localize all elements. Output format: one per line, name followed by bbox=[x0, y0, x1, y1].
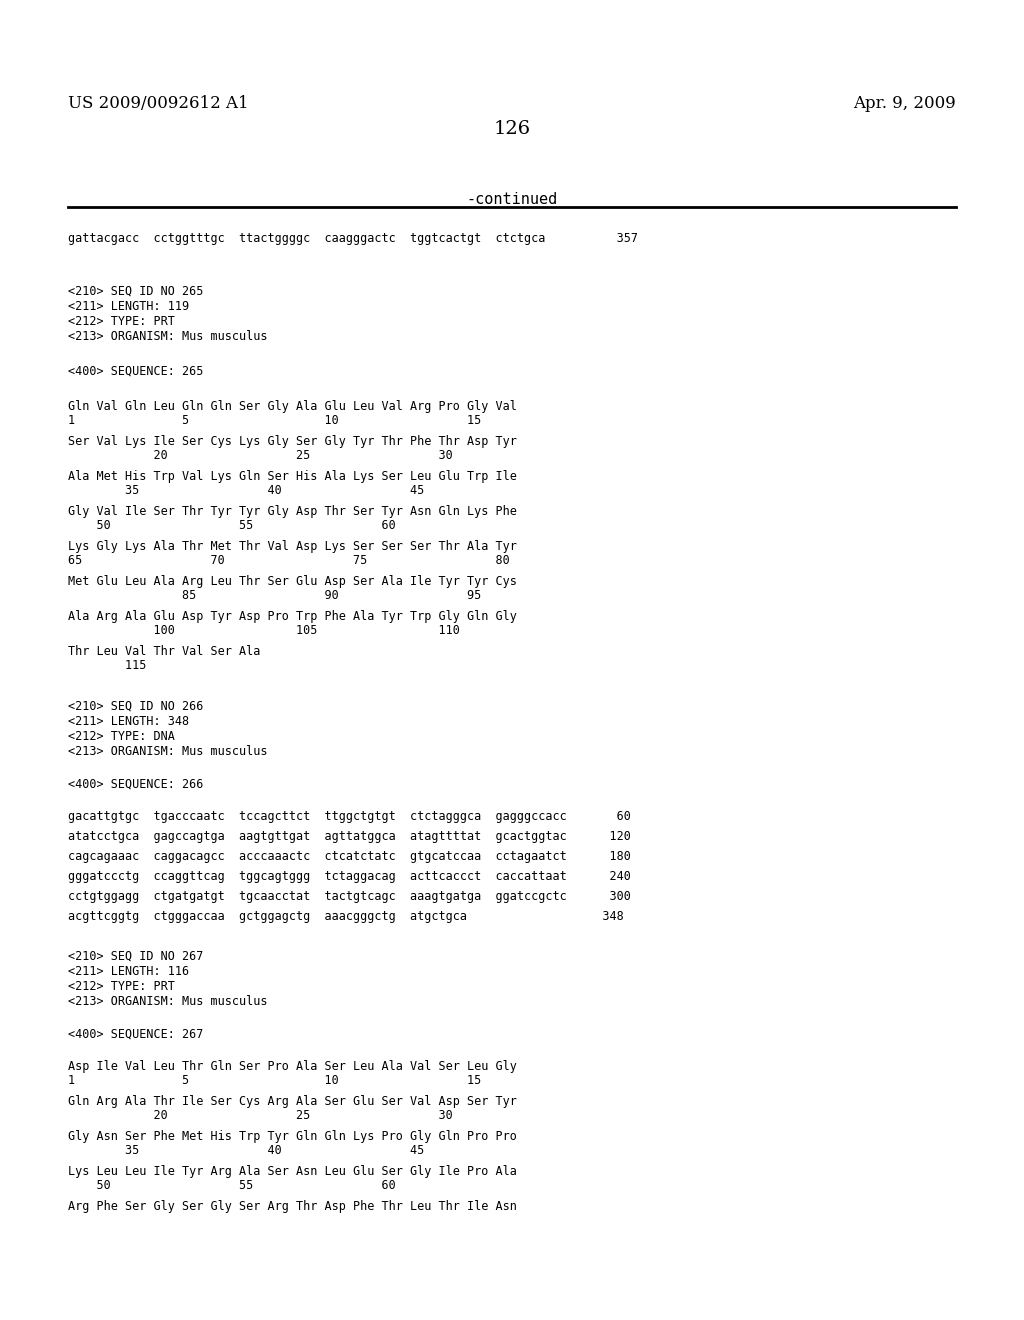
Text: <210> SEQ ID NO 267: <210> SEQ ID NO 267 bbox=[68, 950, 204, 964]
Text: Gln Arg Ala Thr Ile Ser Cys Arg Ala Ser Glu Ser Val Asp Ser Tyr: Gln Arg Ala Thr Ile Ser Cys Arg Ala Ser … bbox=[68, 1096, 517, 1107]
Text: 100                 105                 110: 100 105 110 bbox=[68, 624, 460, 638]
Text: Met Glu Leu Ala Arg Leu Thr Ser Glu Asp Ser Ala Ile Tyr Tyr Cys: Met Glu Leu Ala Arg Leu Thr Ser Glu Asp … bbox=[68, 576, 517, 587]
Text: 115: 115 bbox=[68, 659, 146, 672]
Text: cagcagaaac  caggacagcc  acccaaactc  ctcatctatc  gtgcatccaa  cctagaatct      180: cagcagaaac caggacagcc acccaaactc ctcatct… bbox=[68, 850, 631, 863]
Text: 126: 126 bbox=[494, 120, 530, 139]
Text: Ser Val Lys Ile Ser Cys Lys Gly Ser Gly Tyr Thr Phe Thr Asp Tyr: Ser Val Lys Ile Ser Cys Lys Gly Ser Gly … bbox=[68, 436, 517, 447]
Text: 1               5                   10                  15: 1 5 10 15 bbox=[68, 1074, 481, 1086]
Text: <213> ORGANISM: Mus musculus: <213> ORGANISM: Mus musculus bbox=[68, 330, 267, 343]
Text: <400> SEQUENCE: 265: <400> SEQUENCE: 265 bbox=[68, 366, 204, 378]
Text: <210> SEQ ID NO 266: <210> SEQ ID NO 266 bbox=[68, 700, 204, 713]
Text: 35                  40                  45: 35 40 45 bbox=[68, 1144, 424, 1158]
Text: Lys Leu Leu Ile Tyr Arg Ala Ser Asn Leu Glu Ser Gly Ile Pro Ala: Lys Leu Leu Ile Tyr Arg Ala Ser Asn Leu … bbox=[68, 1166, 517, 1177]
Text: gacattgtgc  tgacccaatc  tccagcttct  ttggctgtgt  ctctagggca  gagggccacc       60: gacattgtgc tgacccaatc tccagcttct ttggctg… bbox=[68, 810, 631, 822]
Text: 65                  70                  75                  80: 65 70 75 80 bbox=[68, 554, 510, 568]
Text: 50                  55                  60: 50 55 60 bbox=[68, 1179, 395, 1192]
Text: <211> LENGTH: 119: <211> LENGTH: 119 bbox=[68, 300, 189, 313]
Text: <400> SEQUENCE: 266: <400> SEQUENCE: 266 bbox=[68, 777, 204, 791]
Text: 20                  25                  30: 20 25 30 bbox=[68, 449, 453, 462]
Text: Ala Arg Ala Glu Asp Tyr Asp Pro Trp Phe Ala Tyr Trp Gly Gln Gly: Ala Arg Ala Glu Asp Tyr Asp Pro Trp Phe … bbox=[68, 610, 517, 623]
Text: Gln Val Gln Leu Gln Gln Ser Gly Ala Glu Leu Val Arg Pro Gly Val: Gln Val Gln Leu Gln Gln Ser Gly Ala Glu … bbox=[68, 400, 517, 413]
Text: Gly Asn Ser Phe Met His Trp Tyr Gln Gln Lys Pro Gly Gln Pro Pro: Gly Asn Ser Phe Met His Trp Tyr Gln Gln … bbox=[68, 1130, 517, 1143]
Text: 20                  25                  30: 20 25 30 bbox=[68, 1109, 453, 1122]
Text: <212> TYPE: PRT: <212> TYPE: PRT bbox=[68, 315, 175, 327]
Text: Apr. 9, 2009: Apr. 9, 2009 bbox=[853, 95, 956, 112]
Text: Ala Met His Trp Val Lys Gln Ser His Ala Lys Ser Leu Glu Trp Ile: Ala Met His Trp Val Lys Gln Ser His Ala … bbox=[68, 470, 517, 483]
Text: 35                  40                  45: 35 40 45 bbox=[68, 484, 424, 498]
Text: gattacgacc  cctggtttgc  ttactggggc  caagggactc  tggtcactgt  ctctgca          357: gattacgacc cctggtttgc ttactggggc caaggga… bbox=[68, 232, 638, 246]
Text: atatcctgca  gagccagtga  aagtgttgat  agttatggca  atagttttat  gcactggtac      120: atatcctgca gagccagtga aagtgttgat agttatg… bbox=[68, 830, 631, 843]
Text: Thr Leu Val Thr Val Ser Ala: Thr Leu Val Thr Val Ser Ala bbox=[68, 645, 260, 657]
Text: 50                  55                  60: 50 55 60 bbox=[68, 519, 395, 532]
Text: 85                  90                  95: 85 90 95 bbox=[68, 589, 481, 602]
Text: Lys Gly Lys Ala Thr Met Thr Val Asp Lys Ser Ser Ser Thr Ala Tyr: Lys Gly Lys Ala Thr Met Thr Val Asp Lys … bbox=[68, 540, 517, 553]
Text: gggatccctg  ccaggttcag  tggcagtggg  tctaggacag  acttcaccct  caccattaat      240: gggatccctg ccaggttcag tggcagtggg tctagga… bbox=[68, 870, 631, 883]
Text: <211> LENGTH: 116: <211> LENGTH: 116 bbox=[68, 965, 189, 978]
Text: 1               5                   10                  15: 1 5 10 15 bbox=[68, 414, 481, 426]
Text: -continued: -continued bbox=[466, 191, 558, 207]
Text: US 2009/0092612 A1: US 2009/0092612 A1 bbox=[68, 95, 249, 112]
Text: cctgtggagg  ctgatgatgt  tgcaacctat  tactgtcagc  aaagtgatga  ggatccgctc      300: cctgtggagg ctgatgatgt tgcaacctat tactgtc… bbox=[68, 890, 631, 903]
Text: <213> ORGANISM: Mus musculus: <213> ORGANISM: Mus musculus bbox=[68, 744, 267, 758]
Text: <213> ORGANISM: Mus musculus: <213> ORGANISM: Mus musculus bbox=[68, 995, 267, 1008]
Text: Arg Phe Ser Gly Ser Gly Ser Arg Thr Asp Phe Thr Leu Thr Ile Asn: Arg Phe Ser Gly Ser Gly Ser Arg Thr Asp … bbox=[68, 1200, 517, 1213]
Text: <212> TYPE: DNA: <212> TYPE: DNA bbox=[68, 730, 175, 743]
Text: Asp Ile Val Leu Thr Gln Ser Pro Ala Ser Leu Ala Val Ser Leu Gly: Asp Ile Val Leu Thr Gln Ser Pro Ala Ser … bbox=[68, 1060, 517, 1073]
Text: acgttcggtg  ctgggaccaa  gctggagctg  aaacgggctg  atgctgca                   348: acgttcggtg ctgggaccaa gctggagctg aaacggg… bbox=[68, 909, 624, 923]
Text: <210> SEQ ID NO 265: <210> SEQ ID NO 265 bbox=[68, 285, 204, 298]
Text: <400> SEQUENCE: 267: <400> SEQUENCE: 267 bbox=[68, 1028, 204, 1041]
Text: <211> LENGTH: 348: <211> LENGTH: 348 bbox=[68, 715, 189, 729]
Text: Gly Val Ile Ser Thr Tyr Tyr Gly Asp Thr Ser Tyr Asn Gln Lys Phe: Gly Val Ile Ser Thr Tyr Tyr Gly Asp Thr … bbox=[68, 506, 517, 517]
Text: <212> TYPE: PRT: <212> TYPE: PRT bbox=[68, 979, 175, 993]
